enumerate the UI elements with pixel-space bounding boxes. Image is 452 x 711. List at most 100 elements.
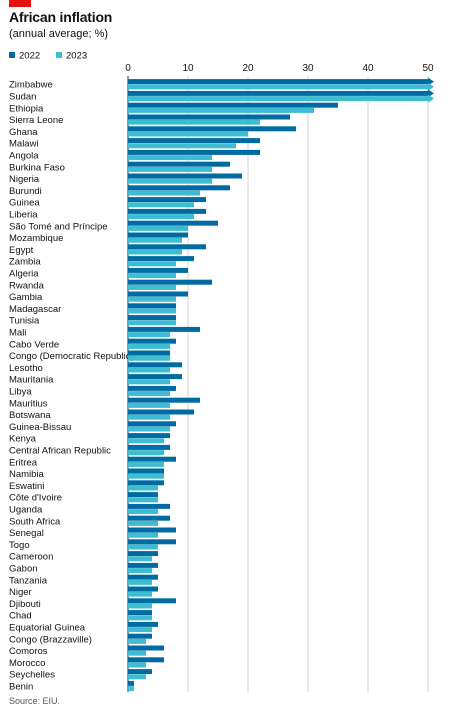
bar-equatorial-guinea-2023: [128, 627, 152, 633]
category-label-s-o-tom-and-pr-ncipe: São Tomé and Príncipe: [9, 221, 108, 232]
category-label-sudan: Sudan: [9, 92, 36, 103]
bar-namibia-2022: [128, 468, 164, 474]
bar-c-te-d-ivoire-2023: [128, 497, 158, 503]
bar-gabon-2023: [128, 568, 152, 574]
category-label-mauritius: Mauritius: [9, 398, 48, 409]
bar-south-africa-2022: [128, 515, 170, 521]
category-label-burundi: Burundi: [9, 186, 42, 197]
bar-eswatini-2022: [128, 480, 164, 486]
category-label-egypt: Egypt: [9, 245, 34, 256]
bar-togo-2022: [128, 539, 176, 545]
x-tick-label-10: 10: [182, 63, 194, 74]
bar-mauritania-2022: [128, 374, 182, 380]
bar-mauritania-2023: [128, 379, 170, 385]
bar-madagascar-2023: [128, 308, 176, 314]
bar-malawi-2023: [128, 143, 236, 149]
bar-tunisia-2022: [128, 315, 176, 321]
bar-togo-2023: [128, 544, 158, 550]
bar-tanzania-2022: [128, 574, 158, 580]
bar-liberia-2023: [128, 214, 194, 220]
bar-zambia-2022: [128, 256, 194, 262]
category-label-senegal: Senegal: [9, 528, 44, 539]
bar-seychelles-2022: [128, 669, 152, 675]
bar-burkina-faso-2023: [128, 166, 212, 172]
bar-algeria-2023: [128, 273, 176, 279]
bar-egypt-2023: [128, 249, 182, 255]
category-label-ghana: Ghana: [9, 127, 38, 138]
bar-djibouti-2022: [128, 598, 176, 604]
category-label-eswatini: Eswatini: [9, 481, 44, 492]
bar-lesotho-2022: [128, 362, 182, 368]
bar-ethiopia-2023: [128, 107, 314, 113]
source-note: Source: EIU.: [9, 696, 61, 706]
bar-congo-democratic-republic-2023: [128, 355, 170, 361]
overflow-arrow-sudan-2023: [428, 94, 434, 103]
bar-angola-2023: [128, 155, 212, 161]
category-label-central-african-republic: Central African Republic: [9, 446, 111, 457]
bar-kenya-2023: [128, 438, 164, 444]
bar-sudan-2022: [128, 90, 428, 96]
category-label-gabon: Gabon: [9, 564, 38, 575]
category-label-angola: Angola: [9, 151, 39, 162]
x-tick-label-30: 30: [302, 63, 314, 74]
bar-cameroon-2022: [128, 551, 158, 557]
bar-benin-2022: [128, 680, 134, 686]
category-label-south-africa: South Africa: [9, 516, 61, 527]
bar-uganda-2022: [128, 503, 170, 509]
category-label-zambia: Zambia: [9, 257, 41, 268]
bar-rwanda-2023: [128, 284, 176, 290]
category-label-togo: Togo: [9, 540, 30, 551]
bar-central-african-republic-2022: [128, 444, 170, 450]
category-label-djibouti: Djibouti: [9, 599, 41, 610]
bar-benin-2023: [128, 686, 134, 692]
category-label-morocco: Morocco: [9, 658, 45, 669]
bar-s-o-tom-and-pr-ncipe-2022: [128, 220, 218, 226]
legend-swatch-2023: [56, 52, 62, 58]
bar-algeria-2022: [128, 267, 188, 273]
bar-chad-2023: [128, 615, 152, 621]
bar-ethiopia-2022: [128, 102, 338, 108]
x-tick-label-40: 40: [362, 63, 374, 74]
legend-swatch-2022: [9, 52, 15, 58]
bar-morocco-2023: [128, 662, 146, 668]
bar-chad-2022: [128, 610, 152, 616]
bar-guinea-2022: [128, 197, 206, 203]
chart-title: African inflation: [9, 9, 113, 25]
bar-cameroon-2023: [128, 556, 152, 562]
category-label-libya: Libya: [9, 387, 32, 398]
category-label-botswana: Botswana: [9, 410, 51, 421]
category-label-malawi: Malawi: [9, 139, 39, 150]
category-label-zimbabwe: Zimbabwe: [9, 80, 53, 91]
category-label-kenya: Kenya: [9, 434, 37, 445]
bar-congo-democratic-republic-2022: [128, 350, 170, 356]
bar-libya-2023: [128, 391, 170, 397]
overflow-arrow-sudan-2022: [428, 89, 434, 98]
category-label-gambia: Gambia: [9, 292, 43, 303]
category-label-nigeria: Nigeria: [9, 174, 40, 185]
x-tick-label-0: 0: [125, 63, 131, 74]
bar-djibouti-2023: [128, 603, 152, 609]
category-label-cabo-verde: Cabo Verde: [9, 339, 59, 350]
bar-madagascar-2022: [128, 303, 176, 309]
bar-zambia-2023: [128, 261, 176, 267]
bar-mali-2022: [128, 326, 200, 332]
bar-sudan-2023: [128, 96, 428, 102]
bar-niger-2022: [128, 586, 158, 592]
overflow-arrow-zimbabwe-2023: [428, 82, 434, 91]
bar-libya-2022: [128, 385, 176, 391]
bar-morocco-2022: [128, 657, 164, 663]
category-label-congo-brazzaville: Congo (Brazzaville): [9, 634, 92, 645]
bar-namibia-2023: [128, 473, 164, 479]
bar-tunisia-2023: [128, 320, 176, 326]
bar-mozambique-2023: [128, 237, 182, 243]
category-label-uganda: Uganda: [9, 505, 43, 516]
category-label-namibia: Namibia: [9, 469, 45, 480]
bar-gambia-2022: [128, 291, 188, 297]
bar-ghana-2022: [128, 126, 296, 132]
bar-niger-2023: [128, 591, 152, 597]
category-label-madagascar: Madagascar: [9, 304, 61, 315]
x-tick-label-50: 50: [422, 63, 434, 74]
bar-gabon-2022: [128, 562, 158, 568]
bar-senegal-2022: [128, 527, 176, 533]
x-tick-label-20: 20: [242, 63, 254, 74]
